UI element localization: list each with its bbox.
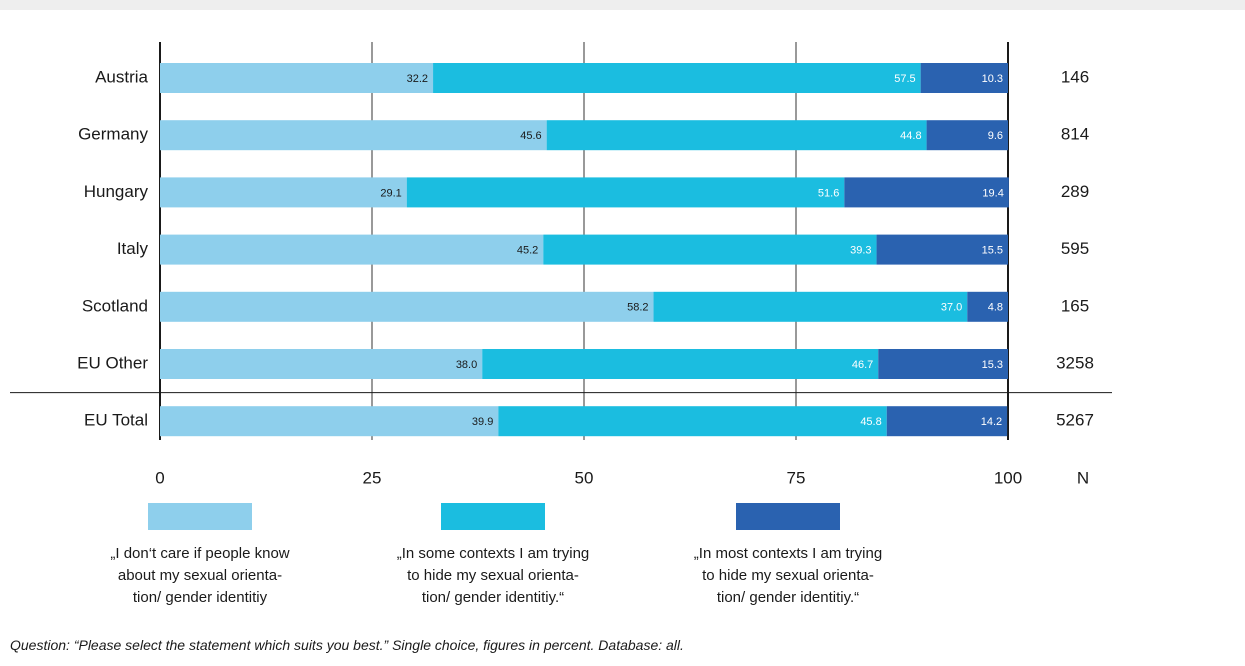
n-value: 146 (1061, 67, 1089, 86)
legend-label: „In some contexts I am trying to hide my… (396, 545, 590, 606)
bar-segment (482, 349, 879, 379)
value-label: 38.0 (456, 359, 477, 371)
footnote: Question: “Please select the statement w… (10, 637, 684, 653)
value-label: 58.2 (627, 302, 648, 314)
bar-segment (498, 406, 887, 437)
bar-segment (160, 349, 483, 379)
value-label: 45.6 (520, 130, 541, 142)
x-tick-label: 75 (787, 468, 806, 487)
legend-label: „In most contexts I am trying to hide my… (693, 545, 883, 606)
value-label: 57.5 (894, 73, 915, 85)
bar-segment (160, 120, 547, 151)
category-label: Austria (95, 67, 148, 86)
bar-segment (653, 291, 968, 322)
value-label: 14.2 (981, 416, 1002, 428)
value-label: 15.3 (982, 359, 1003, 371)
bar-segment (160, 291, 654, 322)
value-label: 29.1 (380, 187, 401, 199)
value-label: 19.4 (982, 187, 1003, 199)
bar-segment (406, 177, 845, 208)
bar-segment (543, 234, 877, 265)
legend-swatch (441, 503, 545, 530)
bar-segment (920, 63, 1008, 93)
n-value: 289 (1061, 182, 1089, 201)
legend-swatch (148, 503, 252, 530)
bar-segment (967, 291, 1008, 322)
bar-segment (886, 406, 1008, 437)
value-label: 51.6 (818, 187, 839, 199)
value-label: 45.2 (517, 245, 538, 257)
value-label: 32.2 (407, 73, 428, 85)
bar-segment (160, 234, 544, 265)
n-value: 165 (1061, 296, 1089, 315)
value-label: 4.8 (988, 302, 1003, 314)
category-label: EU Other (77, 353, 148, 372)
legend-label: „I don‘t care if people know about my se… (110, 545, 290, 606)
value-label: 37.0 (941, 302, 962, 314)
n-header: N (1077, 468, 1089, 487)
bar-segment (878, 349, 1008, 379)
bar-segment (433, 63, 921, 93)
bar-segment (546, 120, 927, 151)
bar-segment (844, 177, 1009, 208)
n-value: 5267 (1056, 411, 1094, 430)
x-tick-label: 25 (363, 468, 382, 487)
value-label: 44.8 (900, 130, 921, 142)
x-tick-label: 0 (155, 468, 164, 487)
value-label: 39.3 (850, 245, 871, 257)
legend-swatch (736, 503, 840, 530)
value-label: 46.7 (852, 359, 873, 371)
bar-segment (926, 120, 1008, 151)
category-label: EU Total (84, 411, 148, 430)
bar-segment (160, 63, 434, 93)
bar-segment (160, 177, 407, 208)
n-value: 3258 (1056, 353, 1094, 372)
category-label: Italy (117, 239, 149, 258)
bar-segment (160, 406, 499, 437)
x-tick-label: 50 (575, 468, 594, 487)
value-label: 10.3 (982, 73, 1003, 85)
category-label: Hungary (84, 182, 149, 201)
category-label: Germany (78, 125, 148, 144)
bar-segment (876, 234, 1008, 265)
n-value: 814 (1061, 125, 1089, 144)
value-label: 39.9 (472, 416, 493, 428)
value-label: 45.8 (860, 416, 881, 428)
value-label: 15.5 (982, 245, 1003, 257)
n-value: 595 (1061, 239, 1089, 258)
category-label: Scotland (82, 296, 148, 315)
value-label: 9.6 (988, 130, 1003, 142)
x-tick-label: 100 (994, 468, 1022, 487)
frame (0, 0, 1245, 10)
